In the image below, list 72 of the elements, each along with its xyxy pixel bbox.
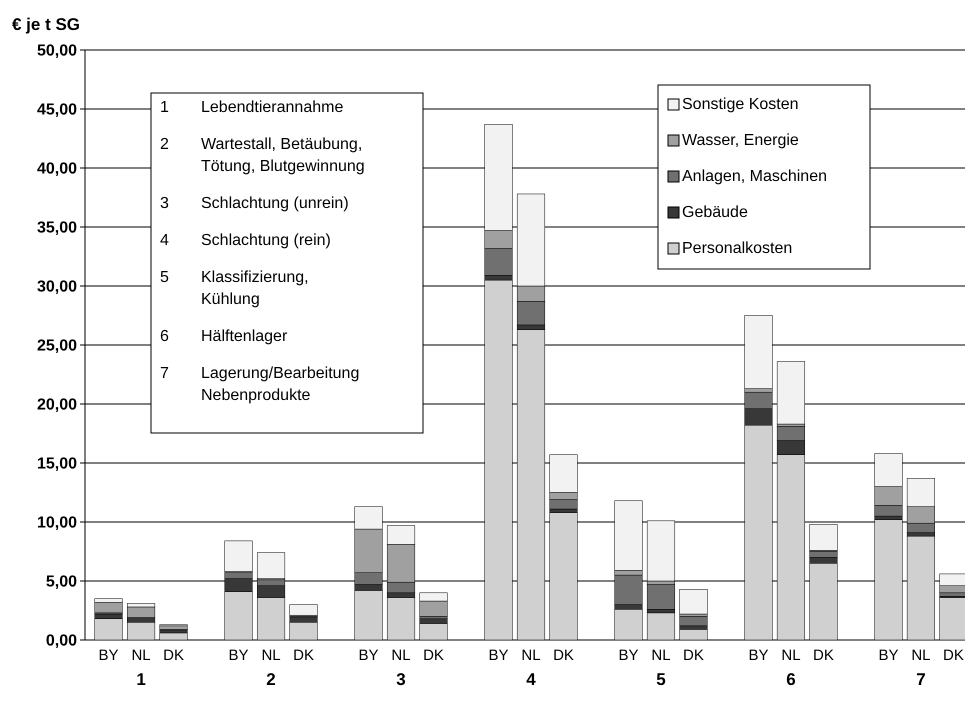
y-tick-label: 50,00 (36, 42, 78, 60)
bar (289, 622, 318, 640)
x-tick-label: BY (228, 647, 249, 664)
y-tick-label: 25,00 (36, 338, 78, 355)
y-tick-label: 45,00 (36, 102, 78, 119)
y-tick-label: 0,00 (46, 632, 78, 650)
bar (614, 609, 643, 640)
annotation: 3 (160, 195, 169, 212)
x-tick-label: DK (423, 647, 444, 664)
x-tick-label: NL (781, 647, 801, 664)
x-tick-label: BY (98, 647, 119, 664)
text: Schlachtung (unrein) (201, 195, 349, 212)
bar (646, 584, 676, 610)
x-tick-label: BY (878, 647, 898, 664)
x-tick-label: NL (261, 647, 281, 664)
annotation: 7 (160, 365, 169, 382)
y-tick-label: 35,00 (36, 220, 78, 237)
x-tick-label: NL (911, 647, 931, 664)
text: Wartestall, Betäubung, Tötung, Blutgewinnung (201, 136, 365, 175)
bar (679, 589, 708, 614)
bar (159, 632, 188, 640)
x-tick-label: NL (391, 647, 411, 664)
y-tick-label: 5,00 (46, 574, 78, 591)
text: 3 (396, 670, 406, 689)
x-tick-label: NL (131, 647, 151, 664)
legend-label: Wasser, Energie (682, 132, 799, 149)
x-tick-label: BY (358, 647, 379, 664)
text: Hälftenlager (201, 328, 288, 345)
y-tick-label: 30,00 (36, 278, 78, 296)
text: 5 (656, 670, 666, 689)
text: Lebendtierannahme (201, 99, 344, 116)
y-tick-label: 20,00 (36, 396, 78, 414)
y-tick-label: 10,00 (36, 514, 78, 532)
text: 1 (136, 670, 146, 689)
bar (419, 623, 448, 640)
x-tick-label: DK (683, 647, 704, 664)
x-tick-label: NL (521, 647, 541, 664)
text: Lagerung/Bearbeitung Nebenprodukte (201, 365, 360, 404)
x-tick-label: DK (813, 647, 834, 664)
text: 4 (526, 670, 536, 689)
annotation: 4 (160, 232, 169, 249)
x-tick-label: BY (618, 647, 638, 664)
text: 2 (266, 670, 276, 689)
bar (679, 629, 708, 640)
y-tick-label: 15,00 (36, 456, 78, 473)
x-tick-label: DK (163, 647, 184, 664)
bar (126, 622, 156, 640)
text: Schlachtung (rein) (201, 232, 331, 249)
bar (386, 597, 416, 640)
annotation: 5 (160, 269, 169, 286)
bar (646, 612, 676, 640)
text: 6 (786, 670, 796, 689)
x-tick-label: DK (943, 647, 964, 664)
text: Klassifizierung, Kühlung (201, 269, 309, 308)
text: 7 (916, 670, 926, 689)
bar (679, 616, 708, 626)
bar (94, 618, 123, 640)
annotation: 1 (160, 99, 169, 116)
y-tick-label: 40,00 (36, 160, 78, 178)
legend-label: Anlagen, Maschinen (682, 168, 827, 185)
annotation: 2 (160, 136, 169, 153)
bar (289, 604, 318, 616)
legend-label: Gebäude (682, 204, 748, 221)
annotation: 6 (160, 328, 169, 345)
x-tick-label: DK (553, 647, 574, 664)
x-tick-label: DK (293, 647, 314, 664)
y-axis-title: € je t SG (12, 15, 80, 34)
x-tick-label: BY (748, 647, 768, 664)
x-tick-label: BY (488, 647, 509, 664)
x-tick-label: NL (651, 647, 671, 664)
legend-label: Personalkosten (682, 240, 792, 257)
legend-label: Sonstige Kosten (682, 96, 799, 113)
